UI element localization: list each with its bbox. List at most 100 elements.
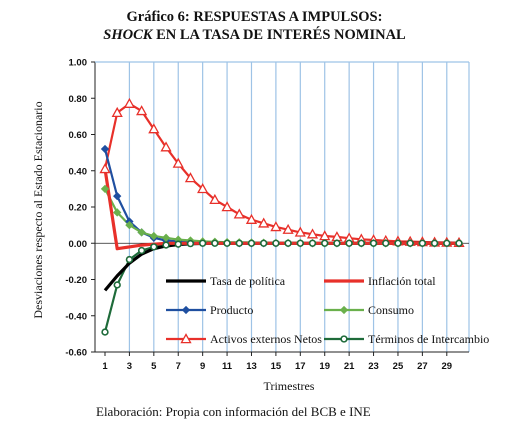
chart-title-rest: EN LA TASA DE INTERÉS NOMINAL	[152, 27, 406, 43]
series-markers	[99, 97, 465, 336]
data-point	[430, 239, 439, 247]
legend-label: Producto	[210, 303, 253, 317]
y-tick-label: 0.20	[69, 203, 88, 214]
vertical-gridlines	[128, 62, 470, 352]
x-tick-labels: 1 3 5 7 9 11 13 15 17 19 21 23 25 27 29	[102, 352, 452, 372]
data-point	[282, 223, 294, 234]
data-point	[172, 157, 184, 168]
legend-label: Tasa de política	[210, 274, 286, 288]
data-point	[357, 239, 366, 247]
x-tick-label: 3	[127, 361, 132, 372]
data-point	[270, 221, 282, 232]
data-point	[181, 305, 191, 315]
data-point	[339, 305, 349, 315]
data-point	[113, 191, 122, 201]
x-tick-label: 7	[176, 361, 181, 372]
data-point	[284, 239, 292, 247]
data-point	[333, 239, 341, 247]
x-tick-label: 13	[246, 361, 257, 372]
chart-title-shock: SHOCK	[103, 27, 153, 43]
data-point	[382, 239, 390, 247]
data-point	[184, 172, 197, 183]
data-point	[180, 333, 192, 344]
data-point	[233, 208, 245, 219]
data-point	[306, 228, 319, 239]
series-lines	[103, 102, 460, 333]
data-point	[209, 193, 221, 205]
data-point	[345, 239, 353, 247]
data-point	[111, 106, 123, 117]
data-point	[137, 228, 146, 237]
data-point	[160, 141, 172, 152]
data-point	[455, 239, 463, 247]
x-tick-label: 29	[442, 361, 453, 372]
y-tick-label: -0.20	[65, 275, 87, 286]
data-point	[113, 281, 121, 289]
x-tick-label: 23	[368, 361, 379, 372]
data-point	[136, 105, 148, 116]
data-point	[197, 183, 209, 194]
data-point	[369, 239, 378, 247]
data-point	[150, 243, 158, 251]
y-tick-labels: 1.00 0.80 0.60 0.40 0.20 0.00 -0.20 -0.40 -0.60	[65, 58, 95, 359]
x-tick-label: 19	[319, 361, 330, 372]
x-tick-label: 15	[271, 361, 282, 372]
chart-title-line1: Gráfico 6: RESPUESTAS A IMPULSOS:	[126, 9, 383, 25]
data-point	[137, 246, 146, 255]
data-point	[406, 239, 414, 247]
data-point	[340, 335, 348, 343]
chart-caption: Elaboración: Propia con información del …	[96, 404, 371, 419]
data-point	[99, 163, 111, 174]
data-point	[148, 123, 160, 134]
y-tick-label: 0.00	[69, 239, 88, 250]
y-tick-label: 1.00	[69, 58, 88, 69]
data-point	[223, 239, 231, 247]
data-point	[245, 213, 258, 224]
x-axis-label: Trimestres	[264, 379, 315, 393]
data-point	[211, 239, 219, 247]
data-point	[294, 226, 306, 237]
legend-label: Consumo	[368, 303, 414, 317]
data-point	[272, 239, 280, 247]
data-point	[296, 239, 304, 247]
x-tick-label: 25	[393, 361, 404, 372]
chart-title-line2: SHOCK EN LA TASA DE INTERÉS NOMINAL	[0, 26, 509, 44]
data-point	[258, 217, 270, 228]
data-point	[125, 220, 134, 230]
y-tick-label: 0.40	[69, 166, 88, 177]
data-point	[123, 97, 136, 108]
data-point	[100, 184, 110, 194]
data-point	[247, 239, 256, 247]
data-point	[235, 239, 243, 247]
x-tick-label: 21	[344, 361, 355, 372]
legend-label: Términos de Intercambio	[368, 332, 489, 346]
x-tick-label: 11	[222, 361, 233, 372]
x-tick-label: 17	[295, 361, 306, 372]
data-point	[308, 239, 317, 247]
data-point	[125, 255, 134, 264]
data-point	[198, 239, 207, 247]
data-point	[149, 231, 158, 241]
legend: Tasa de política Inflación total Producto C…	[166, 274, 489, 346]
x-tick-label: 27	[417, 361, 428, 372]
data-point	[260, 239, 268, 247]
data-point	[443, 239, 451, 247]
data-point	[100, 144, 110, 154]
legend-label: Inflación total	[368, 274, 436, 288]
y-tick-label: 0.60	[69, 130, 88, 141]
data-point	[418, 239, 427, 247]
data-point	[321, 239, 329, 247]
data-point	[186, 239, 195, 248]
y-tick-label: -0.60	[65, 348, 87, 359]
data-point	[113, 208, 122, 217]
data-point	[162, 241, 170, 249]
data-point	[221, 201, 233, 212]
x-tick-label: 5	[151, 361, 157, 372]
legend-label: Activos externos Netos	[210, 332, 322, 346]
series-line-4	[103, 102, 460, 244]
x-tick-label: 1	[102, 361, 108, 372]
data-point	[394, 239, 402, 247]
series-line-3	[104, 188, 459, 245]
data-point	[101, 328, 109, 336]
